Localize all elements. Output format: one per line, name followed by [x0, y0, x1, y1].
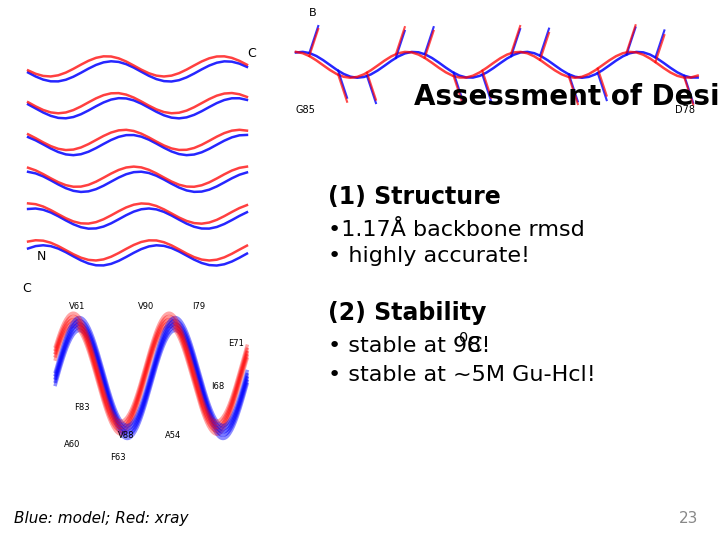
Text: B: B	[310, 8, 317, 18]
Text: • highly accurate!: • highly accurate!	[328, 246, 530, 267]
Text: D78: D78	[675, 105, 696, 116]
Text: (2) Stability: (2) Stability	[328, 301, 486, 325]
Text: V90: V90	[138, 302, 154, 311]
Text: 23: 23	[679, 511, 698, 526]
Text: Assessment of Design: Assessment of Design	[414, 83, 720, 111]
Text: E71: E71	[228, 339, 243, 348]
Text: F83: F83	[75, 403, 90, 413]
Text: V61: V61	[69, 302, 86, 311]
Text: V88: V88	[118, 431, 135, 441]
Text: G85: G85	[296, 105, 316, 116]
Text: C!: C!	[467, 335, 491, 356]
Text: Blue: model; Red: xray: Blue: model; Red: xray	[14, 511, 189, 526]
Text: • stable at 98: • stable at 98	[328, 335, 481, 356]
Text: 0: 0	[459, 330, 469, 345]
Text: I79: I79	[192, 302, 205, 311]
Text: (1) Structure: (1) Structure	[328, 185, 500, 209]
Text: •1.17Å backbone rmsd: •1.17Å backbone rmsd	[328, 219, 585, 240]
Text: F63: F63	[110, 453, 126, 462]
Text: N: N	[36, 251, 45, 264]
Text: C: C	[247, 48, 256, 60]
Text: A54: A54	[165, 431, 181, 441]
Text: A60: A60	[63, 440, 80, 449]
Text: I68: I68	[212, 382, 225, 391]
Text: C: C	[22, 281, 32, 295]
Text: • stable at ~5M Gu-Hcl!: • stable at ~5M Gu-Hcl!	[328, 365, 595, 386]
